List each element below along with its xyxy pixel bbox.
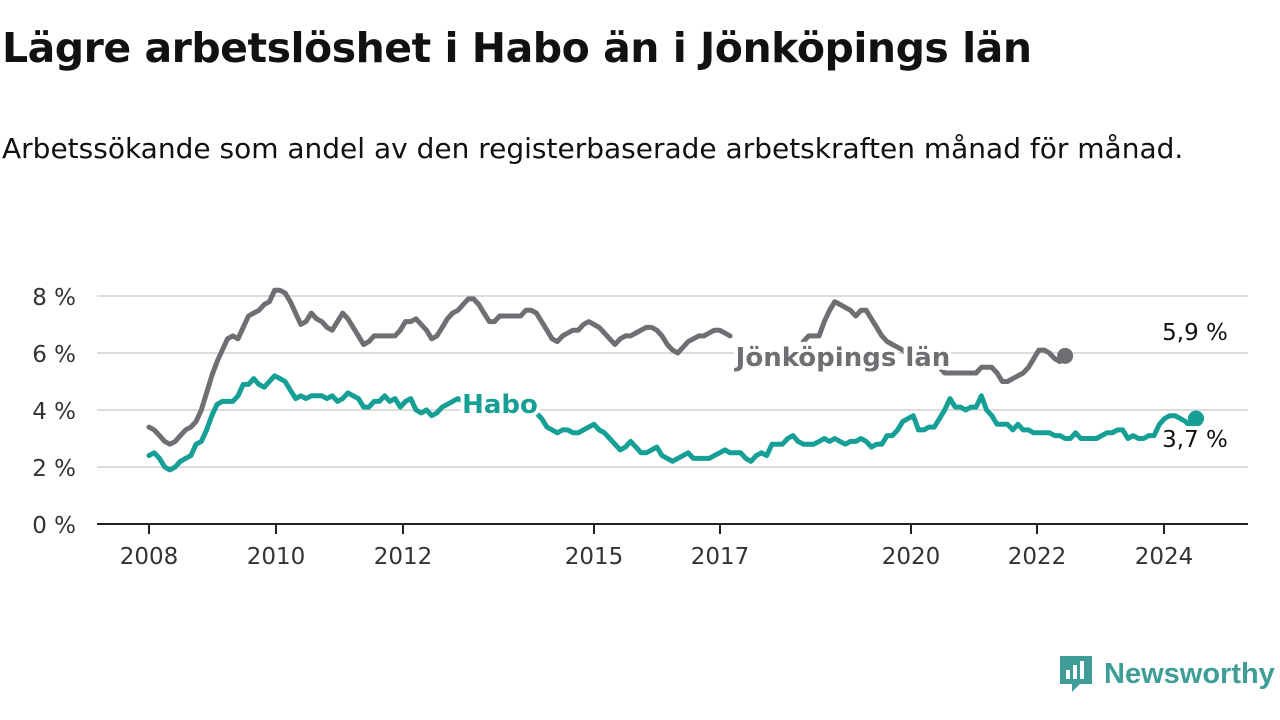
series-line-jonkopings-lan bbox=[800, 299, 1068, 384]
series-label-habo-halo: Habo bbox=[462, 390, 538, 420]
series-line-jonkopings-lan bbox=[146, 287, 733, 447]
y-tick-label: 0 % bbox=[32, 513, 76, 539]
end-label-habo: 3,7 % bbox=[1162, 427, 1228, 453]
series-line-habo bbox=[146, 373, 471, 473]
end-label-jonkopings-lan: 5,9 % bbox=[1162, 320, 1228, 346]
end-point-jonkopings-lan bbox=[1057, 347, 1074, 364]
x-tick-label: 2022 bbox=[1008, 544, 1067, 570]
brand-name: Newsworthy bbox=[1104, 657, 1275, 690]
x-tick-label: 2020 bbox=[882, 544, 941, 570]
line-chart: 0 % 2 % 4 % 6 % 8 % 2008 2010 2012 2015 2017 2020… bbox=[32, 285, 1248, 570]
chart-subtitle: Arbetssökande som andel av den registerb… bbox=[2, 132, 1184, 165]
x-tick-label: 2012 bbox=[374, 544, 433, 570]
end-label-habo-halo: 3,7 % bbox=[1162, 427, 1228, 453]
y-tick-label: 8 % bbox=[32, 285, 76, 311]
x-tick-label: 2017 bbox=[691, 544, 750, 570]
series-label-jonkopings-lan: Jönköpings län bbox=[734, 343, 951, 373]
series-lines bbox=[146, 287, 1204, 473]
x-tick-label: 2010 bbox=[247, 544, 306, 570]
series-label-habo: Habo bbox=[462, 390, 538, 420]
y-tick-label: 4 % bbox=[32, 399, 76, 425]
y-tick-label: 2 % bbox=[32, 456, 76, 482]
x-tick-label: 2024 bbox=[1135, 544, 1194, 570]
x-axis-tick-labels: 2008 2010 2012 2015 2017 2020 2022 2024 bbox=[120, 524, 1194, 570]
series-label-jonkopings-lan-halo: Jönköpings län bbox=[734, 343, 951, 373]
y-axis-tick-labels: 0 % 2 % 4 % 6 % 8 % bbox=[32, 285, 76, 539]
x-tick-label: 2015 bbox=[565, 544, 624, 570]
series-line-habo bbox=[533, 393, 1199, 464]
end-point-habo bbox=[1188, 410, 1204, 427]
end-label-jonkopings-lan-halo: 5,9 % bbox=[1162, 320, 1228, 346]
newsworthy-logo-icon bbox=[1060, 656, 1092, 692]
y-tick-label: 6 % bbox=[32, 342, 76, 368]
x-tick-label: 2008 bbox=[120, 544, 179, 570]
chart-title: Lägre arbetslöshet i Habo än i Jönköping… bbox=[2, 24, 1032, 72]
newsworthy-logo: Newsworthy bbox=[1058, 652, 1275, 696]
